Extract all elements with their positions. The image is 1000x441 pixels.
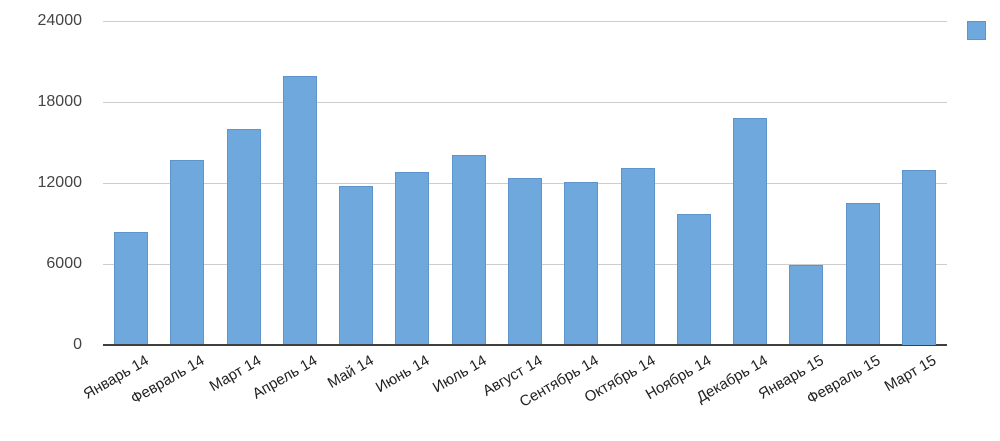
x-tick-label: Июнь 14 bbox=[372, 352, 433, 397]
bar-Январь 15 bbox=[789, 265, 823, 344]
bar-Апрель 14 bbox=[283, 76, 317, 344]
bar-Октябрь 14 bbox=[621, 168, 655, 344]
bar-Июль 14 bbox=[452, 155, 486, 344]
y-tick-label: 24000 bbox=[37, 12, 83, 29]
bar-Август 14 bbox=[508, 178, 542, 344]
x-tick-label: Май 14 bbox=[324, 352, 377, 392]
bar-Март 15 bbox=[902, 170, 936, 345]
y-tick-label: 18000 bbox=[37, 93, 83, 110]
bar-Январь 14 bbox=[114, 232, 148, 344]
y-tick-label: 6000 bbox=[46, 255, 82, 272]
bar-Декабрь 14 bbox=[733, 118, 767, 344]
bar-Май 14 bbox=[339, 186, 373, 344]
bar-Июнь 14 bbox=[395, 172, 429, 344]
gridline-24000 bbox=[103, 21, 947, 22]
y-tick-label: 0 bbox=[73, 336, 82, 353]
gridline-18000 bbox=[103, 102, 947, 103]
y-tick-label: 12000 bbox=[37, 174, 83, 191]
bar-Сентябрь 14 bbox=[564, 182, 598, 344]
x-tick-label: Март 15 bbox=[881, 352, 940, 396]
bar-Февраль 15 bbox=[846, 203, 880, 344]
legend-swatch bbox=[967, 21, 986, 40]
bar-Ноябрь 14 bbox=[677, 214, 711, 344]
x-tick-label: Июль 14 bbox=[429, 352, 490, 397]
bar-Февраль 14 bbox=[170, 160, 204, 344]
bar-Март 14 bbox=[227, 129, 261, 344]
x-axis-line bbox=[103, 344, 947, 346]
